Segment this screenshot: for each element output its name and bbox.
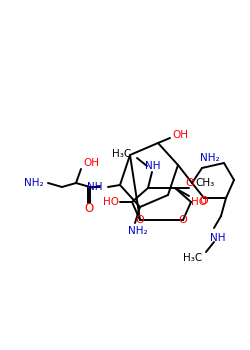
Text: O: O [136, 215, 144, 225]
Text: NH: NH [88, 182, 103, 192]
Text: CH₃: CH₃ [195, 178, 214, 188]
Text: NH: NH [145, 161, 161, 171]
Text: OH: OH [83, 158, 99, 168]
Text: NH: NH [210, 233, 226, 243]
Text: NH₂: NH₂ [24, 178, 44, 188]
Text: O: O [84, 203, 94, 216]
Text: HO: HO [103, 197, 119, 207]
Text: H₃C: H₃C [112, 149, 131, 159]
Text: H₃C: H₃C [183, 253, 202, 263]
Text: NH₂: NH₂ [128, 226, 148, 236]
Text: O: O [200, 196, 208, 206]
Text: O: O [178, 215, 188, 225]
Text: HO: HO [191, 197, 207, 207]
Text: O: O [186, 178, 194, 188]
Text: OH: OH [172, 130, 188, 140]
Text: NH₂: NH₂ [200, 153, 220, 163]
